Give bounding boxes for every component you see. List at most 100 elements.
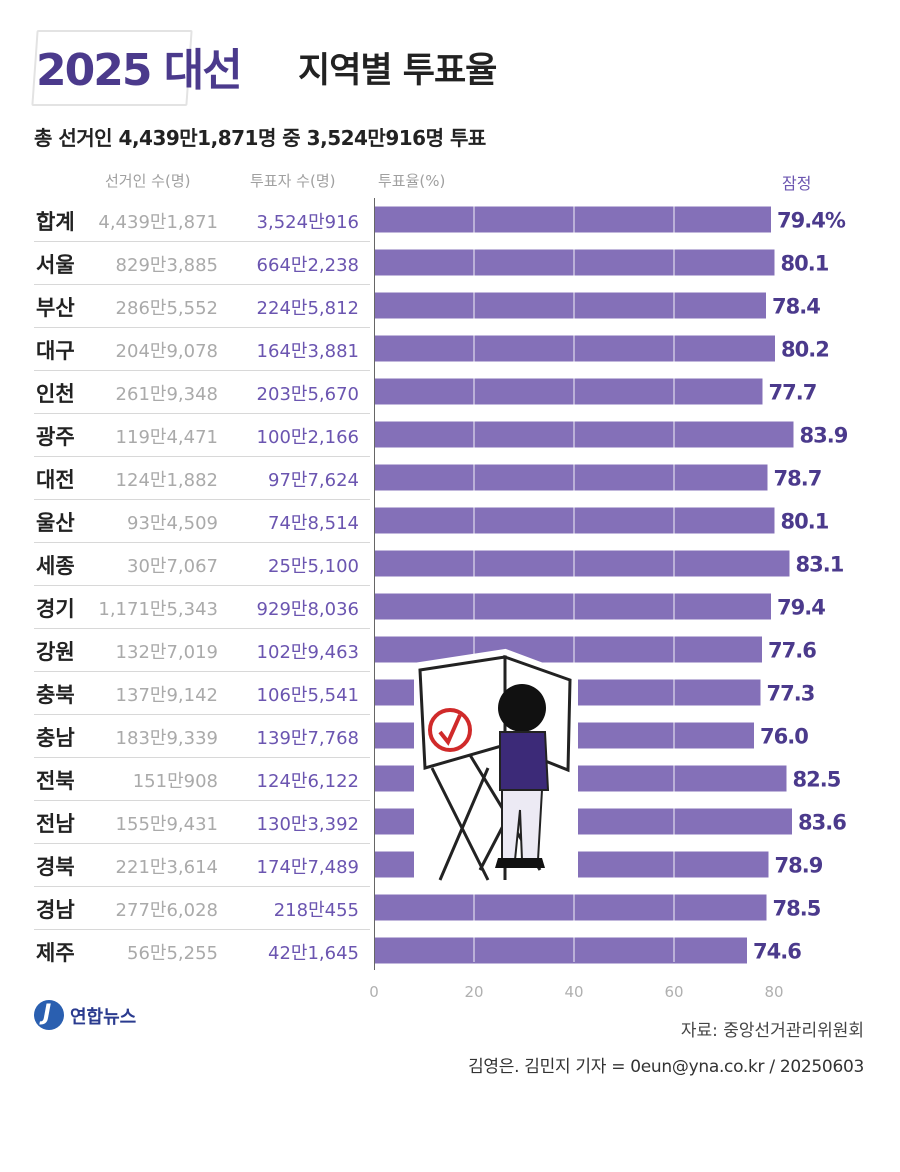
electorate-value: 56만5,255 [127,942,218,964]
row-divider [34,413,370,414]
row-divider [34,284,370,285]
row-divider [34,499,370,500]
x-tick-label: 40 [564,983,583,1000]
voters-value: 130만3,392 [256,813,359,835]
voters-value: 3,524만916 [256,211,359,233]
row-divider [34,241,370,242]
value-label: 78.9 [775,854,823,878]
region-name: 충북 [36,682,75,707]
region-name: 광주 [36,424,75,449]
bar-대전 [374,464,768,491]
bar-부산 [374,292,766,319]
row-divider [34,714,370,715]
voters-value: 42만1,645 [268,942,359,964]
row-divider [34,370,370,371]
row-divider [34,757,370,758]
value-label: 80.1 [781,252,829,276]
header-rate: 투표율(%) [378,172,446,190]
electorate-value: 4,439만1,871 [98,211,218,233]
electorate-value: 221만3,614 [115,856,218,878]
voters-value: 203만5,670 [256,383,359,405]
region-name: 세종 [36,553,75,578]
value-label: 83.1 [796,553,844,577]
electorate-value: 261만9,348 [115,383,218,405]
voters-value: 25만5,100 [268,555,359,577]
bar-합계 [374,206,771,233]
row-divider [34,886,370,887]
voters-value: 74만8,514 [268,512,359,534]
row-divider [34,585,370,586]
electorate-value: 93만4,509 [127,512,218,534]
voters-value: 224만5,812 [256,297,359,319]
bar-경남 [374,894,767,921]
x-tick-label: 60 [664,983,683,1000]
region-name: 울산 [36,510,75,535]
electorate-value: 183만9,339 [115,727,218,749]
region-name: 전남 [36,811,75,836]
region-name: 대구 [36,338,75,363]
value-label: 74.6 [753,940,801,964]
subtitle: 총 선거인 4,439만1,871명 중 3,524만916명 투표 [34,126,486,150]
bar-인천 [374,378,763,405]
voters-value: 139만7,768 [256,727,359,749]
value-label: 80.1 [781,510,829,534]
electorate-value: 119만4,471 [115,426,218,448]
electorate-value: 204만9,078 [115,340,218,362]
region-name: 부산 [36,295,75,320]
bar-제주 [374,937,747,964]
row-divider [34,800,370,801]
value-label: 83.9 [800,424,848,448]
voters-value: 100만2,166 [256,426,359,448]
bar-chart: 79.4% 80.1 78.4 80.2 77.7 83.9 78.7 80.1 83.1 79.… [369,206,849,1000]
region-name: 강원 [36,639,75,664]
row-divider [34,327,370,328]
value-label: 83.6 [798,811,846,835]
region-name: 전북 [36,768,75,793]
voters-value: 164만3,881 [256,340,359,362]
value-label: 78.5 [773,897,821,921]
electorate-value: 1,171만5,343 [98,598,218,620]
bar-세종 [374,550,790,577]
credit-note: 김영은. 김민지 기자 = 0eun@yna.co.kr / 20250603 [468,1057,864,1077]
value-label: 76.0 [760,725,808,749]
voting-booth-illustration [414,648,578,891]
electorate-value: 151만908 [132,770,218,792]
value-label: 77.7 [769,381,817,405]
voters-value: 929만8,036 [256,598,359,620]
row-divider [34,456,370,457]
voters-value: 664만2,238 [256,254,359,276]
region-name: 경북 [36,854,75,879]
logo-text: 연합뉴스 [70,1007,137,1028]
value-label: 78.4 [772,295,820,319]
title-bold: 2025 대선 [36,45,243,96]
value-label: 79.4 [777,596,825,620]
electorate-value: 286만5,552 [115,297,218,319]
header-electorate: 선거인 수(명) [105,172,191,190]
electorate-value: 124만1,882 [115,469,218,491]
region-name: 경남 [36,897,75,922]
source-note: 자료: 중앙선거관리위원회 [680,1021,864,1041]
region-name: 대전 [36,467,75,492]
x-tick-label: 80 [764,983,783,1000]
value-label: 79.4% [777,209,846,233]
bar-강원 [374,636,762,663]
region-name: 인천 [36,381,75,406]
logo-icon: J [34,1000,64,1030]
region-name: 합계 [36,209,75,234]
value-label: 78.7 [774,467,822,491]
title-rest: 지역별 투표율 [298,51,497,91]
voters-value: 97만7,624 [268,469,359,491]
value-label: 77.3 [767,682,815,706]
x-tick-label: 0 [369,983,379,1000]
voters-value: 218만455 [273,899,359,921]
x-tick-label: 20 [464,983,483,1000]
y-axis-line [374,198,375,970]
region-name: 충남 [36,725,75,750]
row-divider [34,843,370,844]
voters-value: 106만5,541 [256,684,359,706]
electorate-value: 137만9,142 [115,684,218,706]
header-preliminary: 잠정 [782,174,812,193]
header-voters: 투표자 수(명) [250,172,336,190]
row-divider [34,671,370,672]
electorate-value: 132만7,019 [115,641,218,663]
